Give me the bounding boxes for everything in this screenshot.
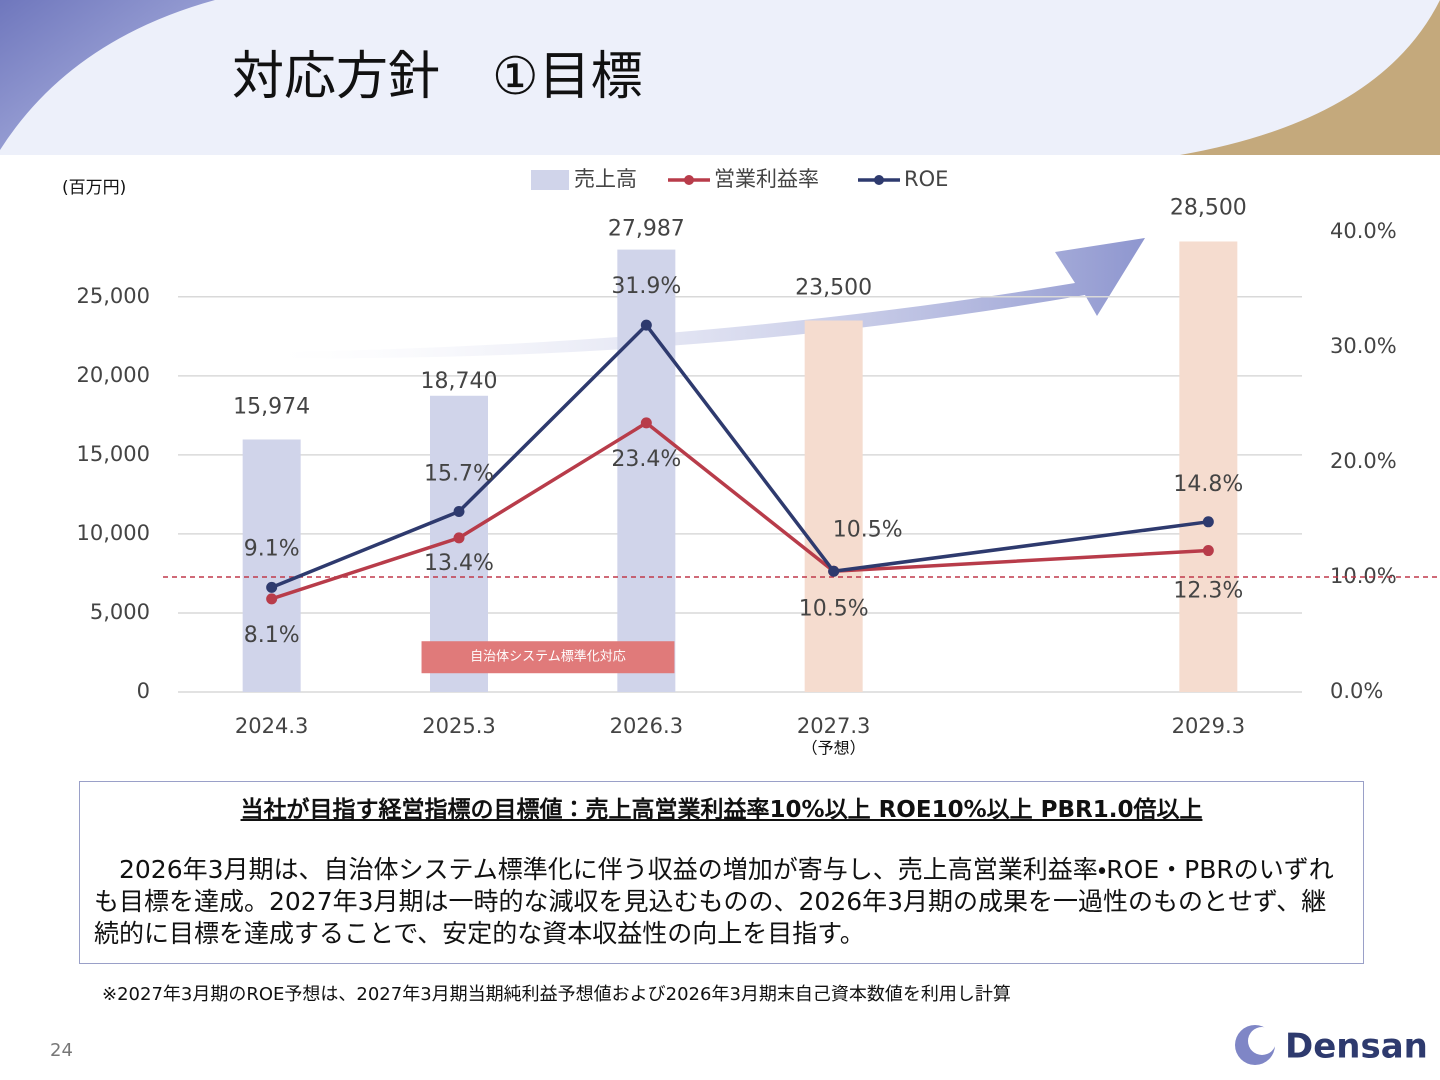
bar <box>804 320 863 692</box>
line-value-label: 15.7% <box>424 461 494 486</box>
x-tick-label: 2029.3 <box>1172 714 1245 738</box>
line-marker <box>266 593 278 605</box>
bar-value-label: 15,974 <box>233 394 310 419</box>
textbox-heading: 当社が目指す経営指標の目標値：売上高営業利益率10%以上 ROE10%以上 PB… <box>240 797 1203 823</box>
legend-label: 営業利益率 <box>714 167 819 191</box>
line-marker <box>453 532 465 544</box>
line-value-label: 12.3% <box>1173 579 1243 604</box>
x-tick-label: 2027.3 <box>797 714 870 738</box>
slide-title: 対応方針 ①目標 <box>232 47 643 107</box>
legend-swatch <box>874 175 884 185</box>
line-marker <box>828 565 840 577</box>
line-marker <box>266 581 278 593</box>
header-gold <box>1180 0 1440 155</box>
text-box: 当社が目指す経営指標の目標値：売上高営業利益率10%以上 ROE10%以上 PB… <box>79 781 1364 964</box>
y2-tick-label: 40.0% <box>1330 219 1397 243</box>
logo-text: Densan <box>1285 1027 1428 1067</box>
bar-value-label: 23,500 <box>795 276 872 301</box>
x-tick-label: 2024.3 <box>235 714 308 738</box>
x-tick-label: 2026.3 <box>610 714 683 738</box>
y-tick-label: 0 <box>137 679 150 703</box>
line-marker <box>453 505 465 517</box>
bar <box>1179 241 1238 692</box>
y-tick-label: 20,000 <box>77 363 150 387</box>
line-value-label: 8.1% <box>244 623 300 648</box>
header-swoosh <box>0 0 215 150</box>
bar-value-label: 27,987 <box>608 217 685 242</box>
legend-swatch <box>684 175 694 185</box>
line-value-label: 31.9% <box>611 274 681 299</box>
bar <box>242 439 301 692</box>
line-marker <box>1202 545 1214 557</box>
bar-value-label: 18,740 <box>421 369 498 394</box>
logo-mark <box>1248 1027 1276 1055</box>
line-value-label: 9.1% <box>244 536 300 561</box>
x-tick-label: 2025.3 <box>422 714 495 738</box>
y-axis-unit: (百万円) <box>62 178 126 198</box>
header-band <box>0 0 1440 155</box>
y-tick-label: 10,000 <box>77 521 150 545</box>
line-value-label: 10.5% <box>833 517 903 542</box>
y2-tick-label: 20.0% <box>1330 449 1397 473</box>
footnote: ※2027年3月期のROE予想は、2027年3月期当期純利益予想値および2026… <box>102 984 1011 1005</box>
y2-tick-label: 10.0% <box>1330 564 1397 588</box>
legend-label: ROE <box>904 167 948 191</box>
line-value-label: 23.4% <box>611 447 681 472</box>
textbox-body: 2026年3月期は、自治体システム標準化に伴う収益の増加が寄与し、売上高営業利益… <box>94 855 1334 948</box>
annotation-text: 自治体システム標準化対応 <box>470 649 626 665</box>
legend-swatch <box>531 170 569 190</box>
annotation-box <box>421 641 675 674</box>
line-value-label: 13.4% <box>424 551 494 576</box>
page-number: 24 <box>50 1040 73 1061</box>
legend-label: 売上高 <box>574 167 637 191</box>
growth-arrow <box>280 238 1145 359</box>
line-marker <box>1202 516 1214 528</box>
line-marker <box>640 319 652 331</box>
y-tick-label: 5,000 <box>90 600 150 624</box>
y2-tick-label: 30.0% <box>1330 334 1397 358</box>
line-value-label: 10.5% <box>799 596 869 621</box>
x-annotation: （予想） <box>802 739 866 758</box>
bar-value-label: 28,500 <box>1170 195 1247 220</box>
line <box>271 322 1209 589</box>
line-marker <box>640 417 652 429</box>
line-value-label: 14.8% <box>1173 472 1243 497</box>
y2-tick-label: 0.0% <box>1330 679 1383 703</box>
y-tick-label: 25,000 <box>77 284 150 308</box>
y-tick-label: 15,000 <box>77 442 150 466</box>
